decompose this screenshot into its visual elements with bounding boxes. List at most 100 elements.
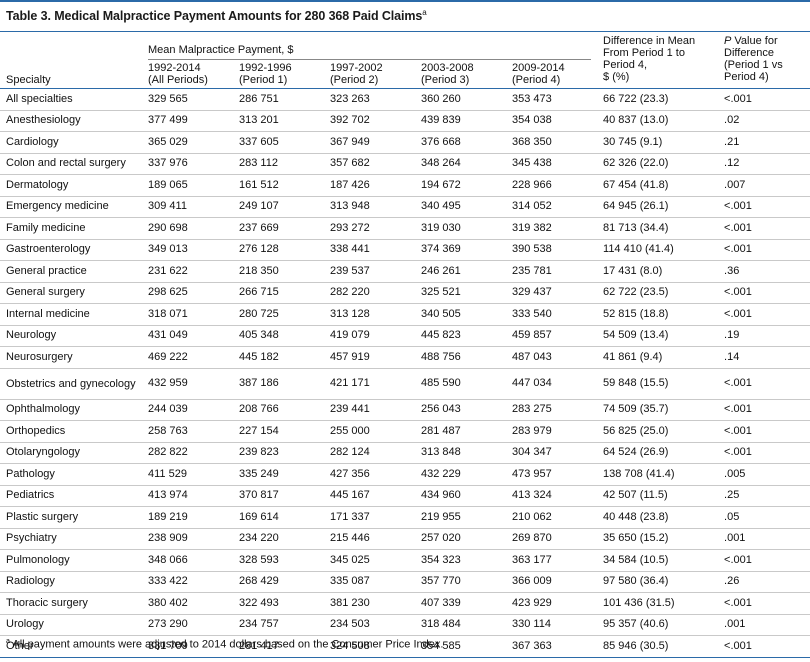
cell-mean-payment: 469 222 bbox=[142, 346, 233, 368]
cell-specialty: Urology bbox=[0, 613, 142, 636]
table-row: Thoracic surgery 380 402 322 493 381 230 407… bbox=[0, 592, 810, 614]
header-p-value: P Value for Difference (Period 1 vs Peri… bbox=[718, 31, 810, 88]
cell-mean-payment: 377 499 bbox=[142, 109, 233, 132]
cell-p-value: .007 bbox=[718, 174, 810, 196]
cell-specialty: Plastic surgery bbox=[0, 506, 142, 528]
cell-mean-payment: 189 219 bbox=[142, 506, 233, 528]
cell-p-value: .19 bbox=[718, 324, 810, 347]
cell-mean-payment: 304 347 bbox=[506, 441, 598, 464]
cell-mean-payment: 488 756 bbox=[415, 346, 506, 368]
cell-mean-payment: 345 438 bbox=[506, 152, 598, 175]
cell-specialty: Pulmonology bbox=[0, 549, 142, 571]
table-row: Plastic surgery 189 219 169 614 171 337 219 … bbox=[0, 506, 810, 528]
cell-difference: 67 454 (41.8) bbox=[597, 174, 719, 196]
cell-mean-payment: 370 817 bbox=[233, 484, 324, 507]
cell-mean-payment: 235 781 bbox=[506, 260, 598, 282]
cell-p-value: <.001 bbox=[718, 281, 810, 304]
table-row: Psychiatry 238 909 234 220 215 446 257 020 26… bbox=[0, 527, 810, 550]
cell-mean-payment: 194 672 bbox=[415, 174, 506, 196]
cell-mean-payment: 439 839 bbox=[415, 109, 506, 132]
table-row: Neurology 431 049 405 348 419 079 445 823 459… bbox=[0, 324, 810, 347]
cell-mean-payment: 432 959 bbox=[142, 367, 233, 399]
table-row: General practice 231 622 218 350 239 537 246… bbox=[0, 260, 810, 282]
cell-mean-payment: 432 229 bbox=[415, 463, 506, 485]
cell-mean-payment: 485 590 bbox=[415, 367, 506, 399]
cell-specialty: Dermatology bbox=[0, 174, 142, 196]
cell-difference: 42 507 (11.5) bbox=[597, 484, 719, 507]
cell-specialty: Neurosurgery bbox=[0, 346, 142, 368]
cell-mean-payment: 337 605 bbox=[233, 131, 324, 153]
table-row: Colon and rectal surgery 337 976 283 112 35… bbox=[0, 152, 810, 175]
cell-mean-payment: 349 013 bbox=[142, 238, 233, 261]
cell-mean-payment: 313 128 bbox=[324, 303, 415, 325]
cell-specialty: Colon and rectal surgery bbox=[0, 152, 142, 175]
cell-mean-payment: 237 669 bbox=[233, 217, 324, 239]
cell-mean-payment: 325 521 bbox=[415, 281, 506, 304]
cell-specialty: Radiology bbox=[0, 570, 142, 593]
cell-mean-payment: 434 960 bbox=[415, 484, 506, 507]
cell-p-value: .25 bbox=[718, 484, 810, 507]
cell-p-value: <.001 bbox=[718, 398, 810, 421]
table-row: Otolaryngology 282 822 239 823 282 124 313 8… bbox=[0, 441, 810, 464]
cell-mean-payment: 283 275 bbox=[506, 398, 598, 421]
footnote-text: All payment amounts were adjusted to 201… bbox=[9, 638, 444, 651]
cell-p-value: .02 bbox=[718, 109, 810, 132]
cell-difference: 59 848 (15.5) bbox=[597, 367, 719, 399]
cell-mean-payment: 169 614 bbox=[233, 506, 324, 528]
cell-mean-payment: 231 622 bbox=[142, 260, 233, 282]
cell-p-value: <.001 bbox=[718, 635, 810, 658]
cell-mean-payment: 234 503 bbox=[324, 613, 415, 636]
cell-mean-payment: 421 171 bbox=[324, 367, 415, 399]
cell-p-value: <.001 bbox=[718, 303, 810, 325]
cell-specialty: Cardiology bbox=[0, 131, 142, 153]
cell-mean-payment: 210 062 bbox=[506, 506, 598, 528]
cell-mean-payment: 266 715 bbox=[233, 281, 324, 304]
cell-mean-payment: 331 709 bbox=[142, 635, 233, 658]
header-specialty: Specialty bbox=[0, 31, 142, 88]
cell-specialty: Gastroenterology bbox=[0, 238, 142, 261]
cell-p-value: .36 bbox=[718, 260, 810, 282]
cell-mean-payment: 239 823 bbox=[233, 441, 324, 464]
cell-mean-payment: 318 071 bbox=[142, 303, 233, 325]
cell-mean-payment: 328 593 bbox=[233, 549, 324, 571]
cell-specialty: Anesthesiology bbox=[0, 109, 142, 132]
cell-mean-payment: 298 625 bbox=[142, 281, 233, 304]
cell-mean-payment: 280 725 bbox=[233, 303, 324, 325]
cell-mean-payment: 348 264 bbox=[415, 152, 506, 175]
cell-p-value: .26 bbox=[718, 570, 810, 593]
cell-mean-payment: 309 411 bbox=[142, 195, 233, 218]
cell-specialty: Other bbox=[0, 635, 142, 658]
table-title-text: Table 3. Medical Malpractice Payment Amo… bbox=[6, 9, 423, 24]
cell-mean-payment: 333 540 bbox=[506, 303, 598, 325]
cell-difference: 81 713 (34.4) bbox=[597, 217, 719, 239]
cell-mean-payment: 293 272 bbox=[324, 217, 415, 239]
cell-mean-payment: 333 422 bbox=[142, 570, 233, 593]
cell-mean-payment: 187 426 bbox=[324, 174, 415, 196]
table-row: Obstetrics and gynecology 432 959 387 186 4… bbox=[0, 367, 810, 399]
cell-specialty: Internal medicine bbox=[0, 303, 142, 325]
cell-mean-payment: 367 949 bbox=[324, 131, 415, 153]
cell-mean-payment: 366 009 bbox=[506, 570, 598, 593]
cell-difference: 74 509 (35.7) bbox=[597, 398, 719, 421]
table-row: Anesthesiology 377 499 313 201 392 702 439 8… bbox=[0, 109, 810, 132]
cell-mean-payment: 246 261 bbox=[415, 260, 506, 282]
cell-mean-payment: 318 484 bbox=[415, 613, 506, 636]
cell-specialty: Psychiatry bbox=[0, 527, 142, 550]
cell-mean-payment: 313 848 bbox=[415, 441, 506, 464]
cell-difference: 138 708 (41.4) bbox=[597, 463, 719, 485]
cell-difference: 40 837 (13.0) bbox=[597, 109, 719, 132]
table-row: Pediatrics 413 974 370 817 445 167 434 960 41… bbox=[0, 484, 810, 507]
cell-mean-payment: 219 955 bbox=[415, 506, 506, 528]
table-row: Urology 273 290 234 757 234 503 318 484 330 1… bbox=[0, 613, 810, 636]
cell-specialty: Otolaryngology bbox=[0, 441, 142, 464]
header-col-period-3: 2003-2008 (Period 3) bbox=[421, 62, 474, 86]
cell-mean-payment: 255 000 bbox=[324, 420, 415, 442]
cell-specialty: Pediatrics bbox=[0, 484, 142, 507]
cell-mean-payment: 322 493 bbox=[233, 592, 324, 614]
cell-difference: 101 436 (31.5) bbox=[597, 592, 719, 614]
cell-mean-payment: 374 369 bbox=[415, 238, 506, 261]
cell-mean-payment: 323 263 bbox=[324, 88, 415, 110]
cell-mean-payment: 380 402 bbox=[142, 592, 233, 614]
cell-difference: 52 815 (18.8) bbox=[597, 303, 719, 325]
cell-difference: 30 745 (9.1) bbox=[597, 131, 719, 153]
